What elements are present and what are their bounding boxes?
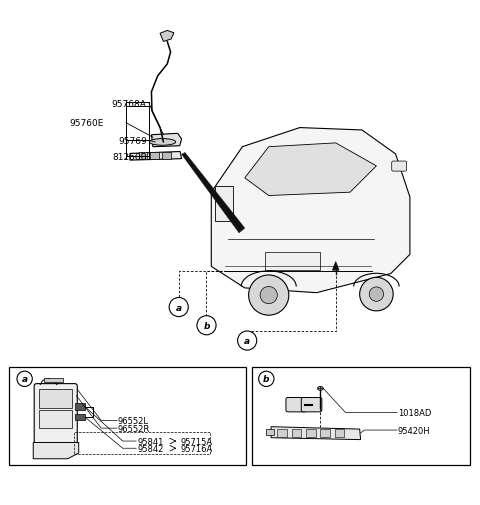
Circle shape [369, 287, 384, 301]
FancyBboxPatch shape [392, 162, 407, 172]
Bar [74, 432, 210, 454]
Bar [39, 410, 72, 428]
Circle shape [169, 298, 188, 317]
Circle shape [259, 372, 274, 387]
Text: 95768A: 95768A [112, 100, 147, 109]
Circle shape [238, 331, 257, 350]
Circle shape [197, 316, 216, 335]
Bar [266, 429, 274, 435]
Circle shape [17, 372, 32, 387]
Bar [39, 389, 72, 408]
Polygon shape [181, 153, 245, 233]
Bar [335, 429, 344, 437]
Text: a: a [244, 336, 250, 345]
Text: 1018AD: 1018AD [398, 408, 432, 417]
Text: 95420H: 95420H [398, 426, 431, 435]
Text: a: a [176, 303, 182, 312]
Bar [75, 403, 85, 410]
Bar [321, 429, 330, 437]
Text: a: a [22, 375, 28, 384]
Bar [75, 414, 85, 421]
Polygon shape [160, 31, 174, 42]
Text: 81260B: 81260B [112, 153, 147, 162]
Text: 95769: 95769 [118, 137, 147, 146]
Text: 96552L: 96552L [118, 416, 149, 425]
Circle shape [249, 275, 289, 316]
Bar [162, 153, 171, 160]
Bar [151, 153, 159, 160]
Polygon shape [271, 427, 360, 440]
Text: 95716A: 95716A [180, 444, 213, 453]
Polygon shape [332, 262, 339, 271]
Circle shape [360, 278, 393, 311]
Polygon shape [33, 442, 79, 459]
Polygon shape [245, 143, 376, 196]
Bar [44, 379, 63, 382]
Text: 95760E: 95760E [69, 119, 104, 128]
Text: b: b [263, 375, 270, 384]
Bar [306, 429, 316, 437]
FancyBboxPatch shape [301, 398, 322, 412]
Ellipse shape [318, 387, 323, 390]
Ellipse shape [149, 139, 176, 146]
Bar [292, 429, 301, 437]
Polygon shape [130, 152, 181, 161]
FancyBboxPatch shape [34, 384, 77, 443]
FancyBboxPatch shape [286, 398, 307, 412]
Polygon shape [152, 134, 181, 147]
Text: 95715A: 95715A [180, 437, 212, 446]
Bar [215, 187, 233, 222]
Text: 95842: 95842 [137, 444, 164, 453]
Polygon shape [211, 128, 410, 293]
Text: 95841: 95841 [137, 437, 164, 446]
Bar [277, 429, 287, 437]
Bar [252, 367, 470, 465]
Circle shape [260, 287, 277, 304]
Bar [265, 252, 321, 270]
Text: 96552R: 96552R [118, 424, 150, 433]
Bar [139, 153, 147, 160]
Text: b: b [203, 321, 210, 330]
Bar [9, 367, 246, 465]
